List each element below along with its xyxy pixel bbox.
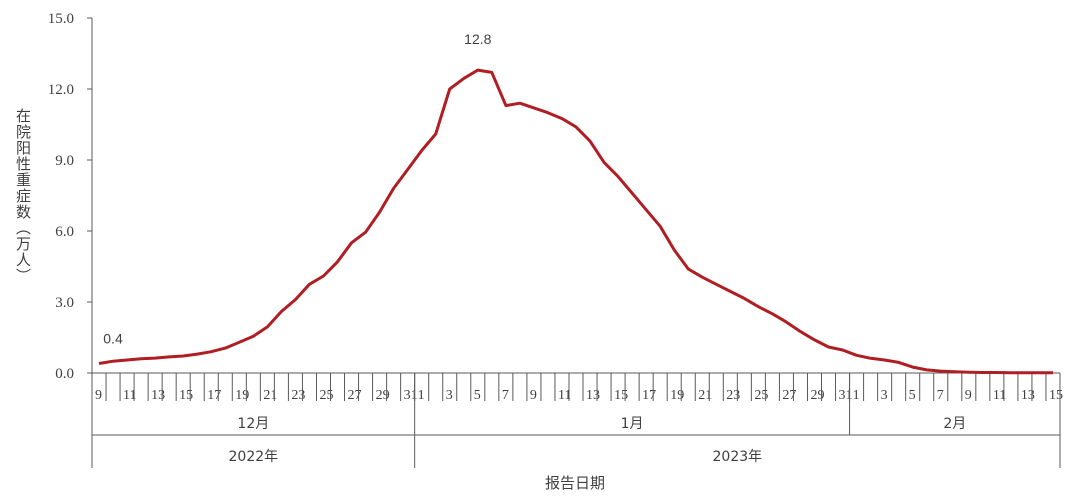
data-label: 12.8	[464, 31, 491, 47]
month-label: 1月	[621, 416, 644, 432]
x-tick-label: 5	[909, 388, 916, 403]
x-tick-label: 7	[502, 388, 509, 403]
x-tick-label: 3	[881, 388, 888, 403]
x-tick-label: 31	[404, 388, 418, 403]
x-tick-label: 21	[263, 388, 277, 403]
x-tick-label: 5	[474, 388, 481, 403]
x-tick-label: 1	[853, 388, 860, 403]
year-label: 2023年	[713, 449, 763, 465]
x-tick-label: 21	[698, 388, 712, 403]
series-line	[98, 68, 1053, 375]
x-tick-label: 9	[965, 388, 972, 403]
x-tick-label: 29	[810, 388, 824, 403]
x-tick-label: 29	[376, 388, 390, 403]
y-tick-label: 6.0	[55, 224, 74, 240]
x-tick-label: 11	[123, 388, 136, 403]
x-tick-label: 27	[348, 388, 362, 403]
y-tick-label: 9.0	[55, 153, 74, 169]
x-tick-label: 23	[291, 388, 305, 403]
x-tick-label: 1	[418, 388, 425, 403]
month-label: 12月	[237, 416, 269, 432]
x-tick-label: 7	[937, 388, 944, 403]
x-tick-label: 11	[558, 388, 571, 403]
year-label: 2022年	[229, 449, 279, 465]
x-tick-label: 13	[586, 388, 600, 403]
x-tick-label: 9	[530, 388, 537, 403]
x-tick-label: 23	[726, 388, 740, 403]
data-label: 0.4	[103, 331, 123, 347]
x-tick-label: 3	[446, 388, 453, 403]
y-tick-label: 3.0	[55, 295, 74, 311]
x-axis-title: 报告日期	[544, 474, 605, 492]
x-tick-label: 25	[319, 388, 333, 403]
x-tick-label: 13	[1021, 388, 1035, 403]
x-tick-label: 11	[993, 388, 1006, 403]
x-tick-label: 17	[642, 388, 656, 403]
x-tick-label: 17	[207, 388, 221, 403]
x-tick-label: 9	[95, 388, 102, 403]
x-tick-label: 31	[839, 388, 853, 403]
x-tick-label: 19	[670, 388, 684, 403]
y-tick-label: 12.0	[48, 82, 74, 98]
y-tick-label: 15.0	[48, 11, 74, 27]
x-tick-label: 15	[179, 388, 193, 403]
month-label: 2月	[943, 416, 966, 432]
y-tick-label: 0.0	[55, 366, 74, 382]
x-tick-label: 19	[235, 388, 249, 403]
x-tick-label: 27	[782, 388, 796, 403]
x-tick-label: 15	[1049, 388, 1063, 403]
x-tick-label: 15	[614, 388, 628, 403]
x-tick-label: 25	[754, 388, 768, 403]
x-tick-label: 13	[151, 388, 165, 403]
y-axis-title: 在院阳性重症数（万人）	[14, 108, 32, 284]
